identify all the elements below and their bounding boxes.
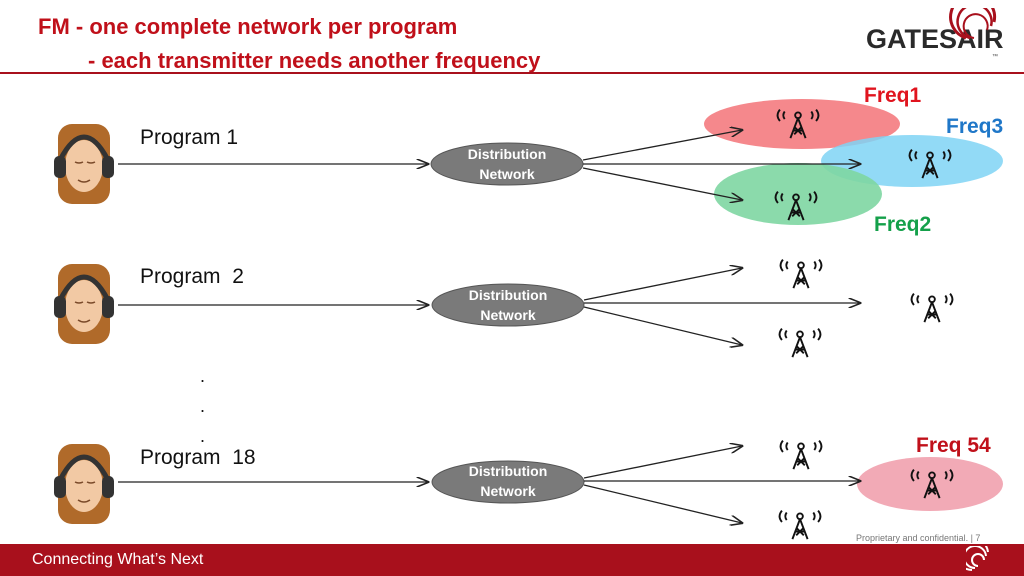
distribution-node-2-label: Distribution Network xyxy=(433,285,583,325)
freq3-area xyxy=(821,135,1003,187)
freq1-area xyxy=(704,99,900,149)
freq1-label: Freq1 xyxy=(864,84,922,107)
node-label-line-1: Distribution xyxy=(467,146,547,162)
slide-title-line-1: FM - one complete network per program xyxy=(38,14,458,39)
footer-bar xyxy=(0,544,1024,576)
logo-trademark: ™ xyxy=(992,54,998,60)
listener-headphones-icon xyxy=(54,264,114,344)
node-label-line-2: Network xyxy=(480,483,536,499)
header-divider xyxy=(0,72,1024,74)
tower-icon xyxy=(778,327,822,359)
tower-icon xyxy=(910,292,954,324)
tower-icon xyxy=(778,509,822,541)
node-label-line-1: Distribution xyxy=(468,287,548,303)
tower-icon xyxy=(779,258,823,290)
link-p1-freq2 xyxy=(582,167,742,200)
ellipsis-dot: . xyxy=(200,396,206,416)
link-p18-top xyxy=(583,446,742,479)
link-p2-top xyxy=(583,268,742,301)
distribution-node-2 xyxy=(431,283,585,327)
listener-headphones-icon xyxy=(54,124,114,204)
distribution-node-1-label: Distribution Network xyxy=(432,144,582,184)
link-p2-bottom xyxy=(583,306,742,345)
confidential-notice: Proprietary and confidential. | 7 xyxy=(856,533,981,543)
link-p1-freq1 xyxy=(582,130,742,161)
footer-logo-arc-icon xyxy=(966,546,989,571)
node-label-line-1: Distribution xyxy=(468,463,548,479)
ellipsis-dot: . xyxy=(200,426,206,446)
program-2-label: Program 2 xyxy=(140,265,244,288)
node-label-line-2: Network xyxy=(479,166,535,182)
ellipsis-dot: . xyxy=(200,366,206,386)
footer-tagline: Connecting What’s Next xyxy=(32,551,204,568)
program-18-label: Program 18 xyxy=(140,446,256,469)
freq2-label: Freq2 xyxy=(874,213,932,236)
tower-icon xyxy=(779,439,823,471)
distribution-node-18-label: Distribution Network xyxy=(433,461,583,501)
slide-title-line-2: - each transmitter needs another frequen… xyxy=(88,48,541,73)
freq2-area xyxy=(714,163,882,225)
link-p18-bottom xyxy=(583,484,742,523)
freq3-label: Freq3 xyxy=(946,115,1004,138)
logo-arc-icon xyxy=(949,8,997,40)
node-label-line-2: Network xyxy=(480,307,536,323)
logo-wordmark: GATESAIR xyxy=(866,24,1004,54)
distribution-node-18 xyxy=(431,460,585,504)
freq54-label: Freq 54 xyxy=(916,434,991,457)
listener-headphones-icon xyxy=(54,444,114,524)
gatesair-logo: GATESAIR ™ xyxy=(866,8,1006,64)
program-1-label: Program 1 xyxy=(140,126,239,149)
